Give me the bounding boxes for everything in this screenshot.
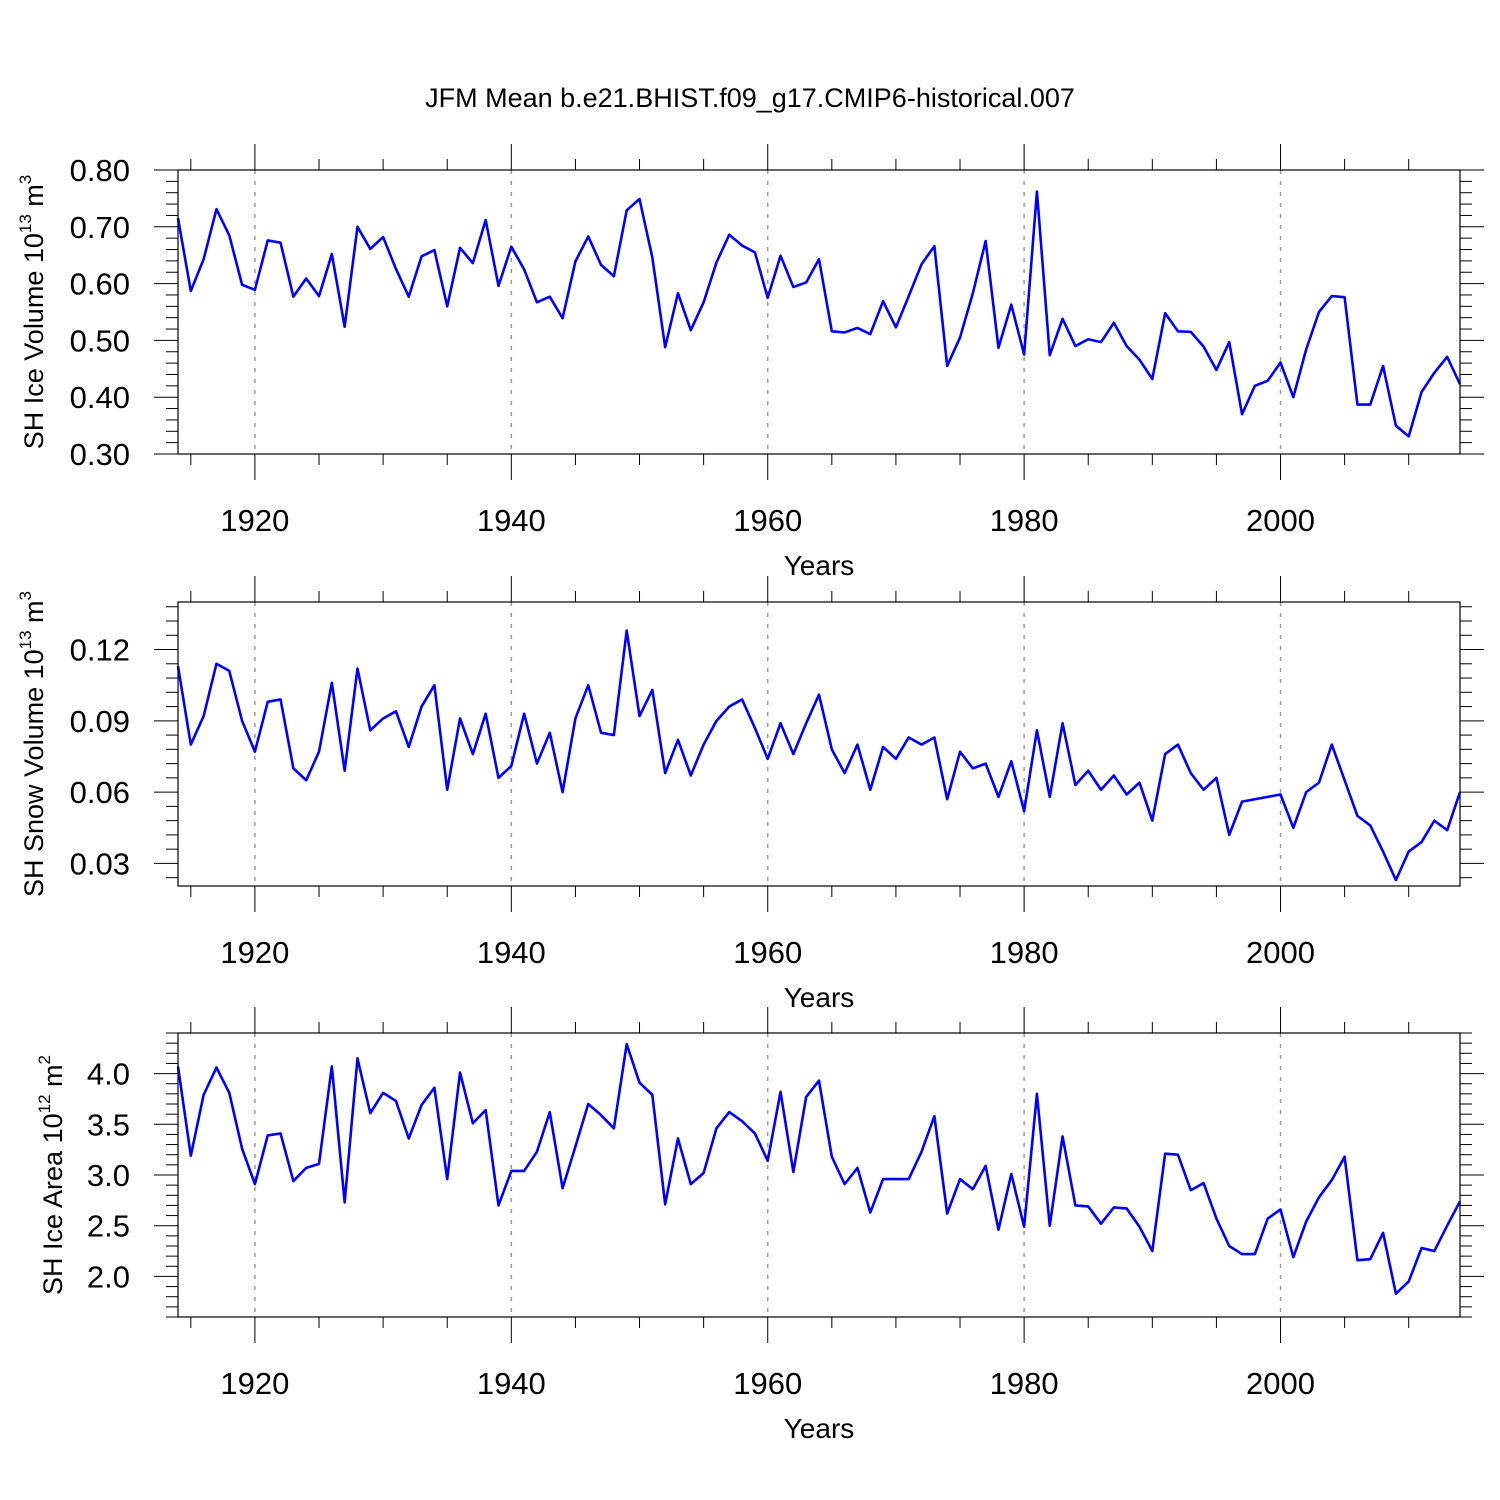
x-tick-label: 1980: [990, 935, 1059, 970]
x-tick-label: 1980: [990, 503, 1059, 538]
x-tick-label: 1960: [733, 503, 802, 538]
y-tick-label: 3.0: [87, 1158, 130, 1193]
panel-snow-volume: 0.03 0.06 0.09 0.12 1920 1940 1960 1980 2000 Year…: [16, 576, 1484, 1013]
x-axis-label: Years: [784, 982, 855, 1013]
panel-ice-area: 2.0 2.5 3.0 3.5 4.0 1920 1940 1960 1980 2000 Years…: [35, 1007, 1484, 1444]
y-axis-label: SH Ice Area 1012 m2: [35, 1055, 68, 1295]
x-tick-label: 1960: [733, 1366, 802, 1401]
y-tick-label: 0.40: [70, 380, 130, 415]
y-tick-label: 3.5: [87, 1107, 130, 1142]
y-tick-label: 0.03: [70, 846, 130, 881]
plot-frame: [177, 1032, 1461, 1318]
y-tick-label: 4.0: [87, 1057, 130, 1092]
panel-ice-volume: 0.30 0.40 0.50 0.60 0.70 0.80 1920 1940 1960 1980…: [16, 144, 1484, 581]
x-tick-label: 1920: [220, 503, 289, 538]
y-axis-label: SH Snow Volume 1013 m3: [16, 591, 49, 897]
y-tick-label: 0.50: [70, 323, 130, 358]
x-tick-label: 2000: [1246, 503, 1315, 538]
x-tick-label: 1920: [220, 1366, 289, 1401]
x-axis-label: Years: [784, 1413, 855, 1444]
chart-title: JFM Mean b.e21.BHIST.f09_g17.CMIP6-histo…: [425, 83, 1075, 113]
x-tick-label: 1920: [220, 935, 289, 970]
x-tick-label: 2000: [1246, 935, 1315, 970]
x-tick-label: 1980: [990, 1366, 1059, 1401]
x-tick-label: 1940: [477, 935, 546, 970]
y-tick-label: 0.12: [70, 633, 130, 668]
y-tick-label: 0.60: [70, 267, 130, 302]
y-tick-label: 2.0: [87, 1259, 130, 1294]
x-tick-label: 1940: [477, 1366, 546, 1401]
x-tick-label: 1940: [477, 503, 546, 538]
x-tick-label: 2000: [1246, 1366, 1315, 1401]
data-series-line: [176, 629, 1462, 882]
x-axis-label: Years: [784, 550, 855, 581]
y-tick-label: 0.06: [70, 775, 130, 810]
y-tick-label: 0.70: [70, 210, 130, 245]
plot-frame: [177, 169, 1461, 455]
plot-frame: [177, 601, 1461, 887]
data-series-line: [176, 1042, 1462, 1295]
y-axis-label: SH Ice Volume 1013 m3: [16, 175, 49, 450]
y-tick-label: 2.5: [87, 1209, 130, 1244]
y-tick-label: 0.09: [70, 704, 130, 739]
y-tick-label: 0.30: [70, 437, 130, 472]
y-tick-label: 0.80: [70, 153, 130, 188]
x-tick-label: 1960: [733, 935, 802, 970]
data-series-line: [176, 190, 1462, 438]
